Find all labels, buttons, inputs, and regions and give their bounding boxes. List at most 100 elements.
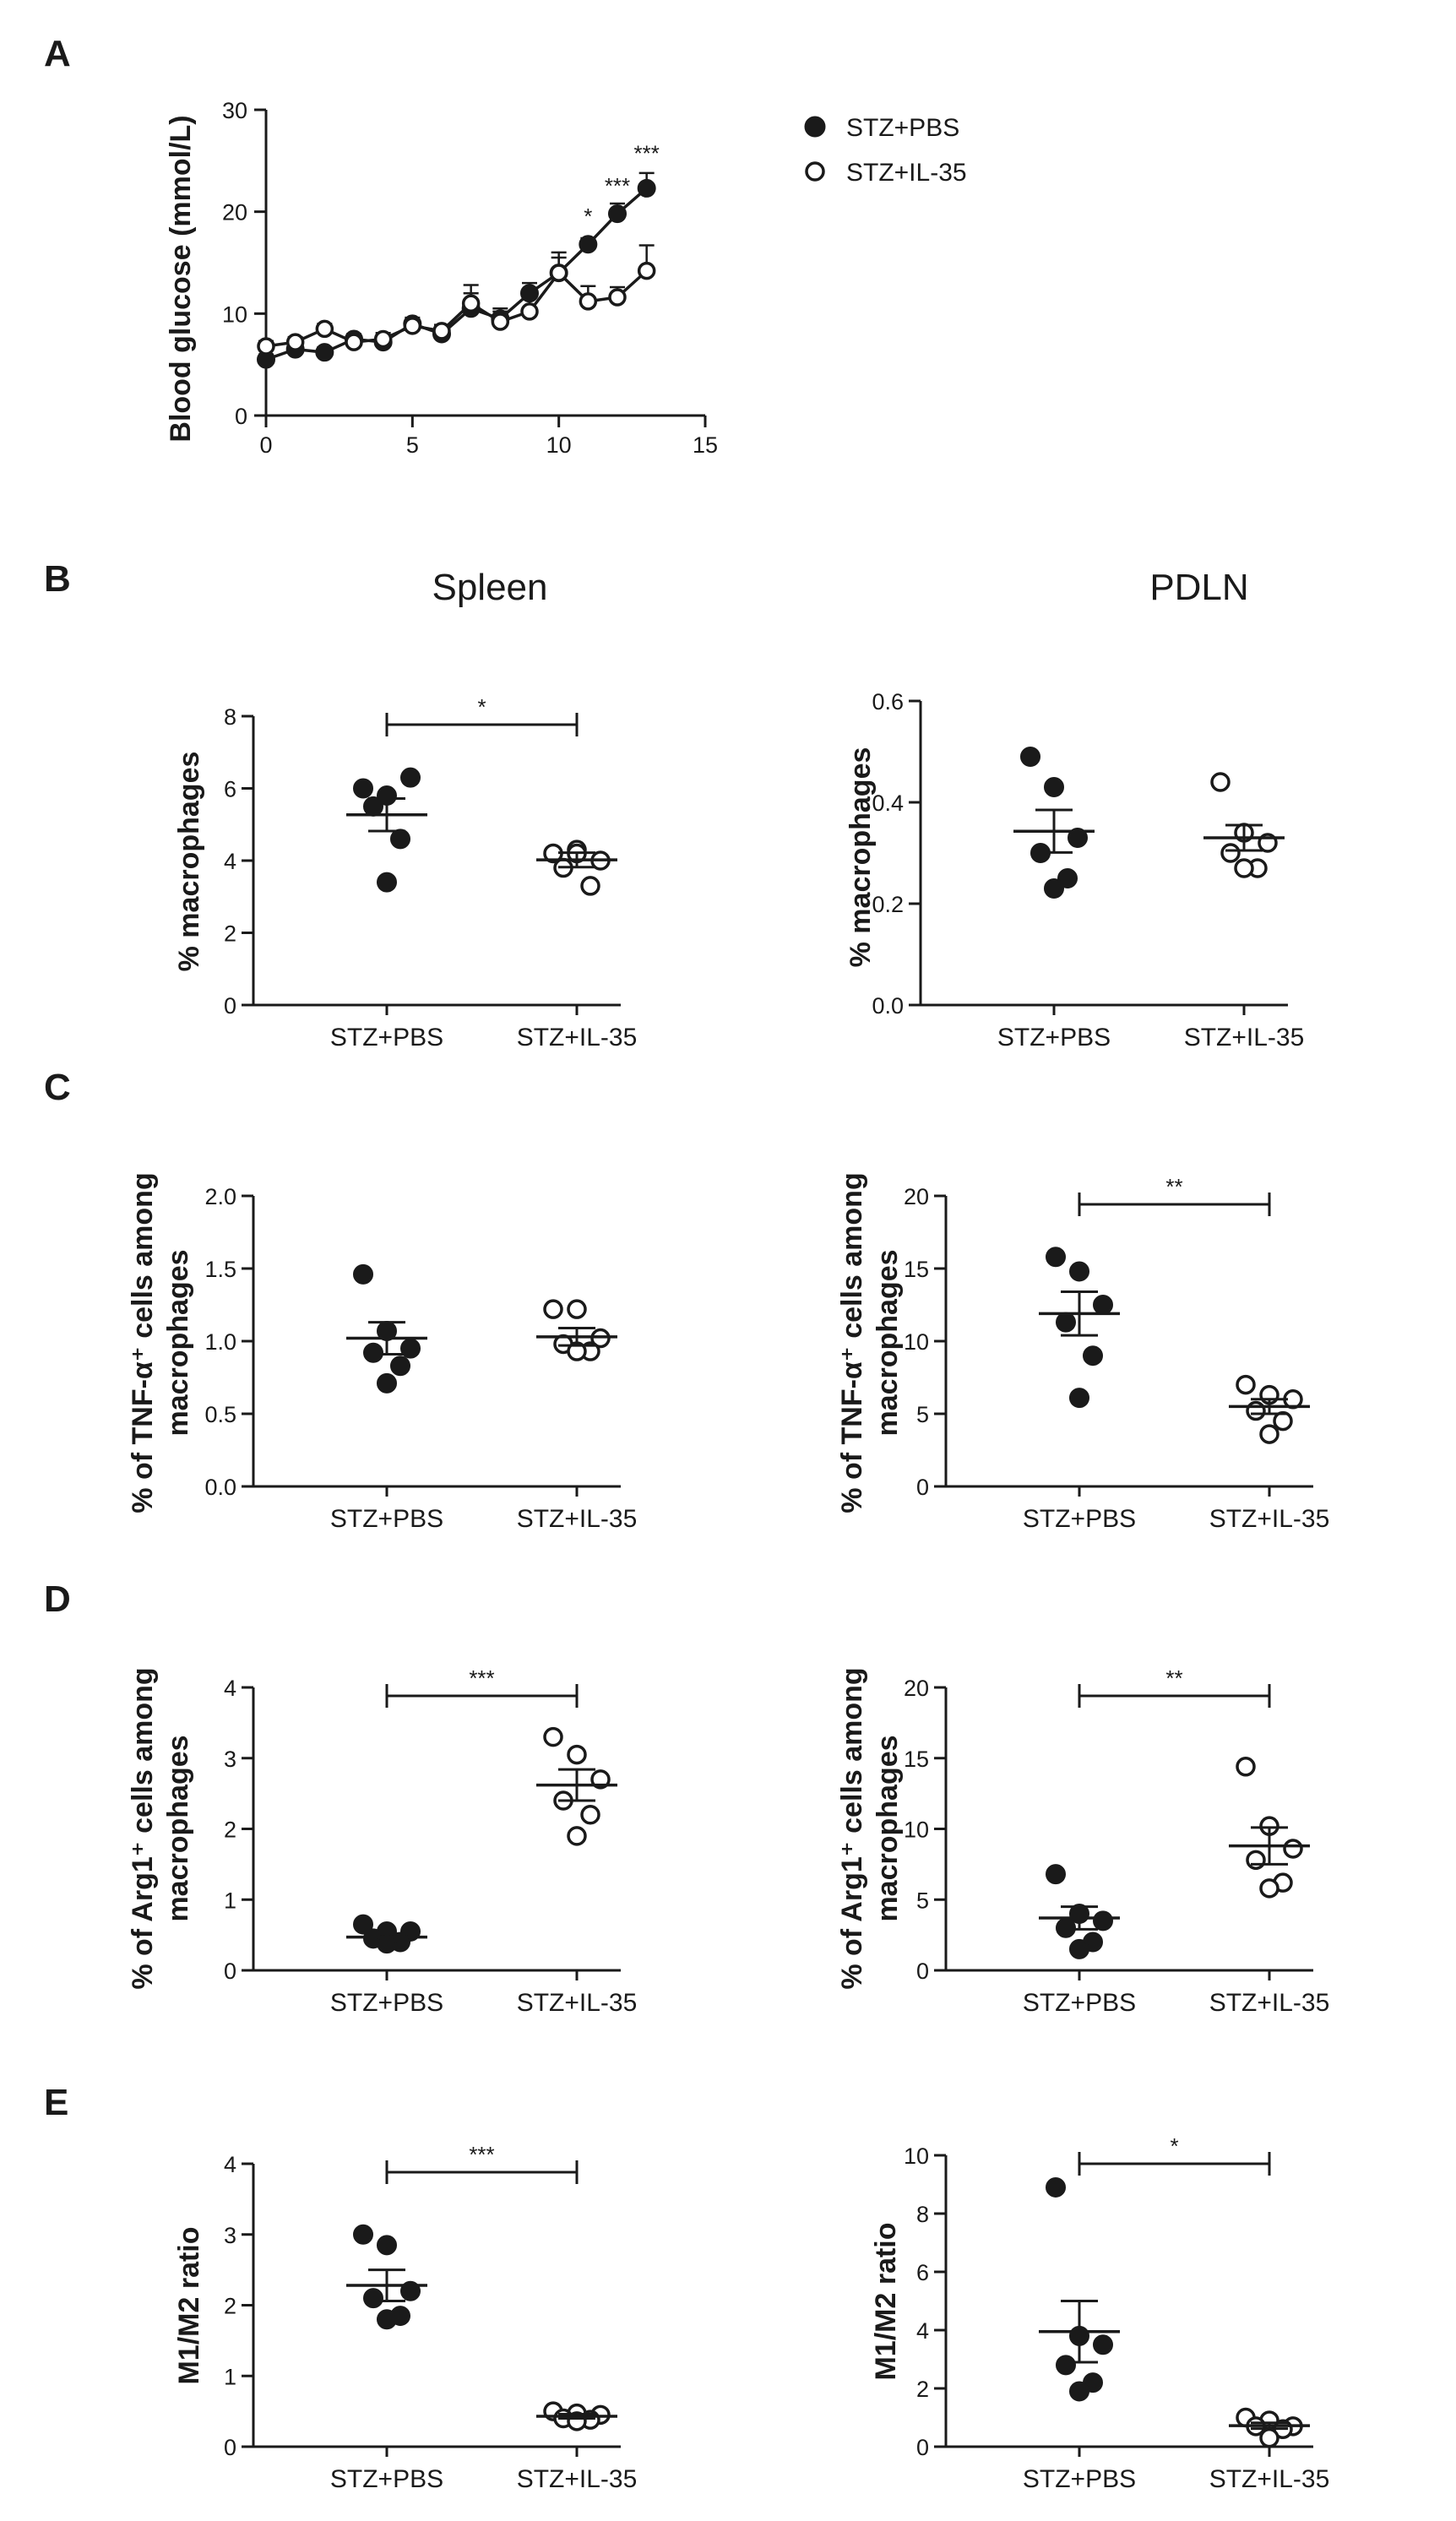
data-point-stz-pbs (608, 204, 627, 224)
data-point-stz-pbs (353, 1263, 373, 1285)
y-tick-label: 0 (916, 2435, 929, 2460)
data-point-stz-pbs (1046, 1247, 1066, 1268)
data-point-stz-pbs (377, 2309, 397, 2330)
data-point-stz-il35 (637, 261, 656, 280)
y-axis-label: % macrophages (173, 752, 205, 972)
y-tick-label: 2 (916, 2377, 929, 2402)
y-tick-label: 2.0 (204, 1184, 236, 1209)
y-tick-label: 0 (916, 1959, 929, 1984)
data-point-stz-il35 (257, 337, 275, 356)
y-axis-label: M1/M2 ratio (173, 2226, 205, 2384)
data-point-stz-pbs (1056, 1917, 1076, 1938)
y-axis-label-line: macrophages (162, 1735, 194, 1921)
data-point-stz-il35 (1236, 1374, 1256, 1395)
x-category-label: STZ+PBS (1023, 1989, 1136, 2017)
y-tick-label: 5 (916, 1402, 929, 1427)
data-point-stz-pbs (1069, 1261, 1089, 1282)
data-point-stz-pbs (1069, 1388, 1089, 1409)
y-tick-label: 6 (224, 777, 236, 802)
y-tick-label: 0.6 (872, 689, 904, 714)
data-point-stz-pbs (353, 1914, 373, 1935)
data-point-stz-pbs (377, 2235, 397, 2256)
data-point-stz-pbs (1020, 747, 1040, 767)
data-point-stz-il35 (549, 264, 568, 282)
panel-b-spleen-chart: 0 2 4 6 8 STZ+PBS STZ+IL-35 % macrophages * (173, 694, 637, 1051)
y-axis-label-line: % of TNF-α⁺ cells among (836, 1172, 868, 1513)
y-tick-label: 15 (904, 1257, 929, 1282)
data-point-stz-il35 (1210, 772, 1231, 792)
panel-c-spleen-chart: 0.0 0.5 1.0 1.5 2.0 STZ+PBS STZ+IL-35 % of TNF-… (127, 1172, 637, 1533)
data-point-stz-pbs (377, 1372, 397, 1394)
x-category-label: STZ+PBS (330, 2465, 443, 2493)
x-category-label: STZ+IL-35 (1209, 1505, 1330, 1533)
y-axis-label: M1/M2 ratio (870, 2222, 902, 2380)
column-title-pdln: PDLN (1149, 567, 1248, 608)
data-point-stz-pbs (1046, 1864, 1066, 1885)
data-point-stz-pbs (390, 829, 410, 850)
data-point-stz-il35 (580, 1805, 600, 1825)
y-axis-label: % of Arg1⁺ cells among macrophages (127, 1667, 194, 1989)
panel-label-d: D (44, 1578, 71, 1620)
panel-label-c: C (44, 1067, 71, 1108)
panel-a-x-tick-label: 10 (546, 432, 572, 458)
x-category-label: STZ+PBS (330, 1989, 443, 2017)
data-point-stz-pbs (1046, 2176, 1066, 2198)
y-tick-label: 10 (904, 1329, 929, 1355)
legend: STZ+PBS STZ+IL-35 (804, 114, 967, 187)
y-axis-label-line: % of TNF-α⁺ cells among (127, 1172, 159, 1513)
data-point-stz-il35 (608, 288, 627, 307)
x-category-label: STZ+PBS (330, 1505, 443, 1533)
data-point-stz-pbs (363, 1342, 383, 1363)
panel-a-y-tick-label: 0 (235, 404, 247, 429)
data-point-stz-pbs (1083, 1345, 1103, 1366)
data-point-stz-il35 (1246, 1850, 1266, 1871)
data-point-stz-il35 (567, 1299, 587, 1319)
y-tick-label: 2 (224, 2294, 236, 2319)
data-point-stz-il35 (403, 317, 422, 335)
data-point-stz-pbs (1044, 878, 1064, 899)
data-point-stz-pbs (579, 235, 598, 254)
panel-a-axes: 0 10 20 30 0 5 10 15 (222, 98, 718, 458)
x-category-label: STZ+IL-35 (517, 1505, 638, 1533)
y-tick-label: 3 (224, 1747, 236, 1772)
y-tick-label: 2 (224, 1817, 236, 1843)
y-axis-label-line: % of Arg1⁺ cells among (127, 1667, 159, 1989)
y-axis-label: % of TNF-α⁺ cells among macrophages (127, 1172, 194, 1513)
data-point-stz-il35 (1273, 1410, 1293, 1432)
data-point-stz-il35 (567, 1744, 587, 1765)
data-point-stz-il35 (1236, 1757, 1256, 1777)
significance-label: ** (1165, 1174, 1182, 1199)
data-point-stz-pbs (1093, 1910, 1113, 1931)
x-category-label: STZ+IL-35 (1209, 1989, 1330, 2017)
y-tick-label: 20 (904, 1676, 929, 1701)
y-axis-label-line: macrophages (872, 1249, 904, 1436)
y-tick-label: 4 (916, 2318, 929, 2344)
y-tick-label: 0 (224, 993, 236, 1019)
panel-label-e: E (44, 2082, 68, 2123)
data-point-stz-pbs (390, 1356, 410, 1377)
panel-a-y-tick-label: 30 (222, 98, 247, 123)
data-point-stz-pbs (1057, 868, 1078, 888)
data-point-stz-pbs (637, 178, 656, 198)
data-point-stz-pbs (363, 2288, 383, 2309)
x-category-label: STZ+PBS (997, 1024, 1111, 1051)
data-point-stz-il35 (520, 302, 539, 321)
y-tick-label: 1 (224, 2364, 236, 2389)
y-tick-label: 0 (916, 1475, 929, 1500)
data-point-stz-pbs (1056, 2355, 1076, 2376)
significance-label: *** (605, 173, 630, 198)
data-point-stz-il35 (1259, 1878, 1279, 1899)
panel-a-x-tick-label: 15 (693, 432, 718, 458)
x-category-label: STZ+IL-35 (517, 2465, 638, 2493)
column-title-spleen: Spleen (432, 567, 547, 608)
data-point-stz-pbs (400, 767, 421, 788)
data-point-stz-il35 (567, 1826, 587, 1846)
panel-a-x-tick-label: 0 (259, 432, 272, 458)
y-tick-label: 0.2 (872, 892, 904, 917)
y-tick-label: 0 (224, 2435, 236, 2460)
y-tick-label: 0.0 (204, 1475, 236, 1500)
panel-label-b: B (44, 558, 71, 600)
data-point-stz-il35 (1234, 858, 1254, 878)
panel-e-pdln-chart: 0 2 4 6 8 10 STZ+PBS STZ+IL-35 M1/M2 ratio * (870, 2133, 1329, 2493)
panel-a-y-tick-label: 10 (222, 302, 247, 327)
